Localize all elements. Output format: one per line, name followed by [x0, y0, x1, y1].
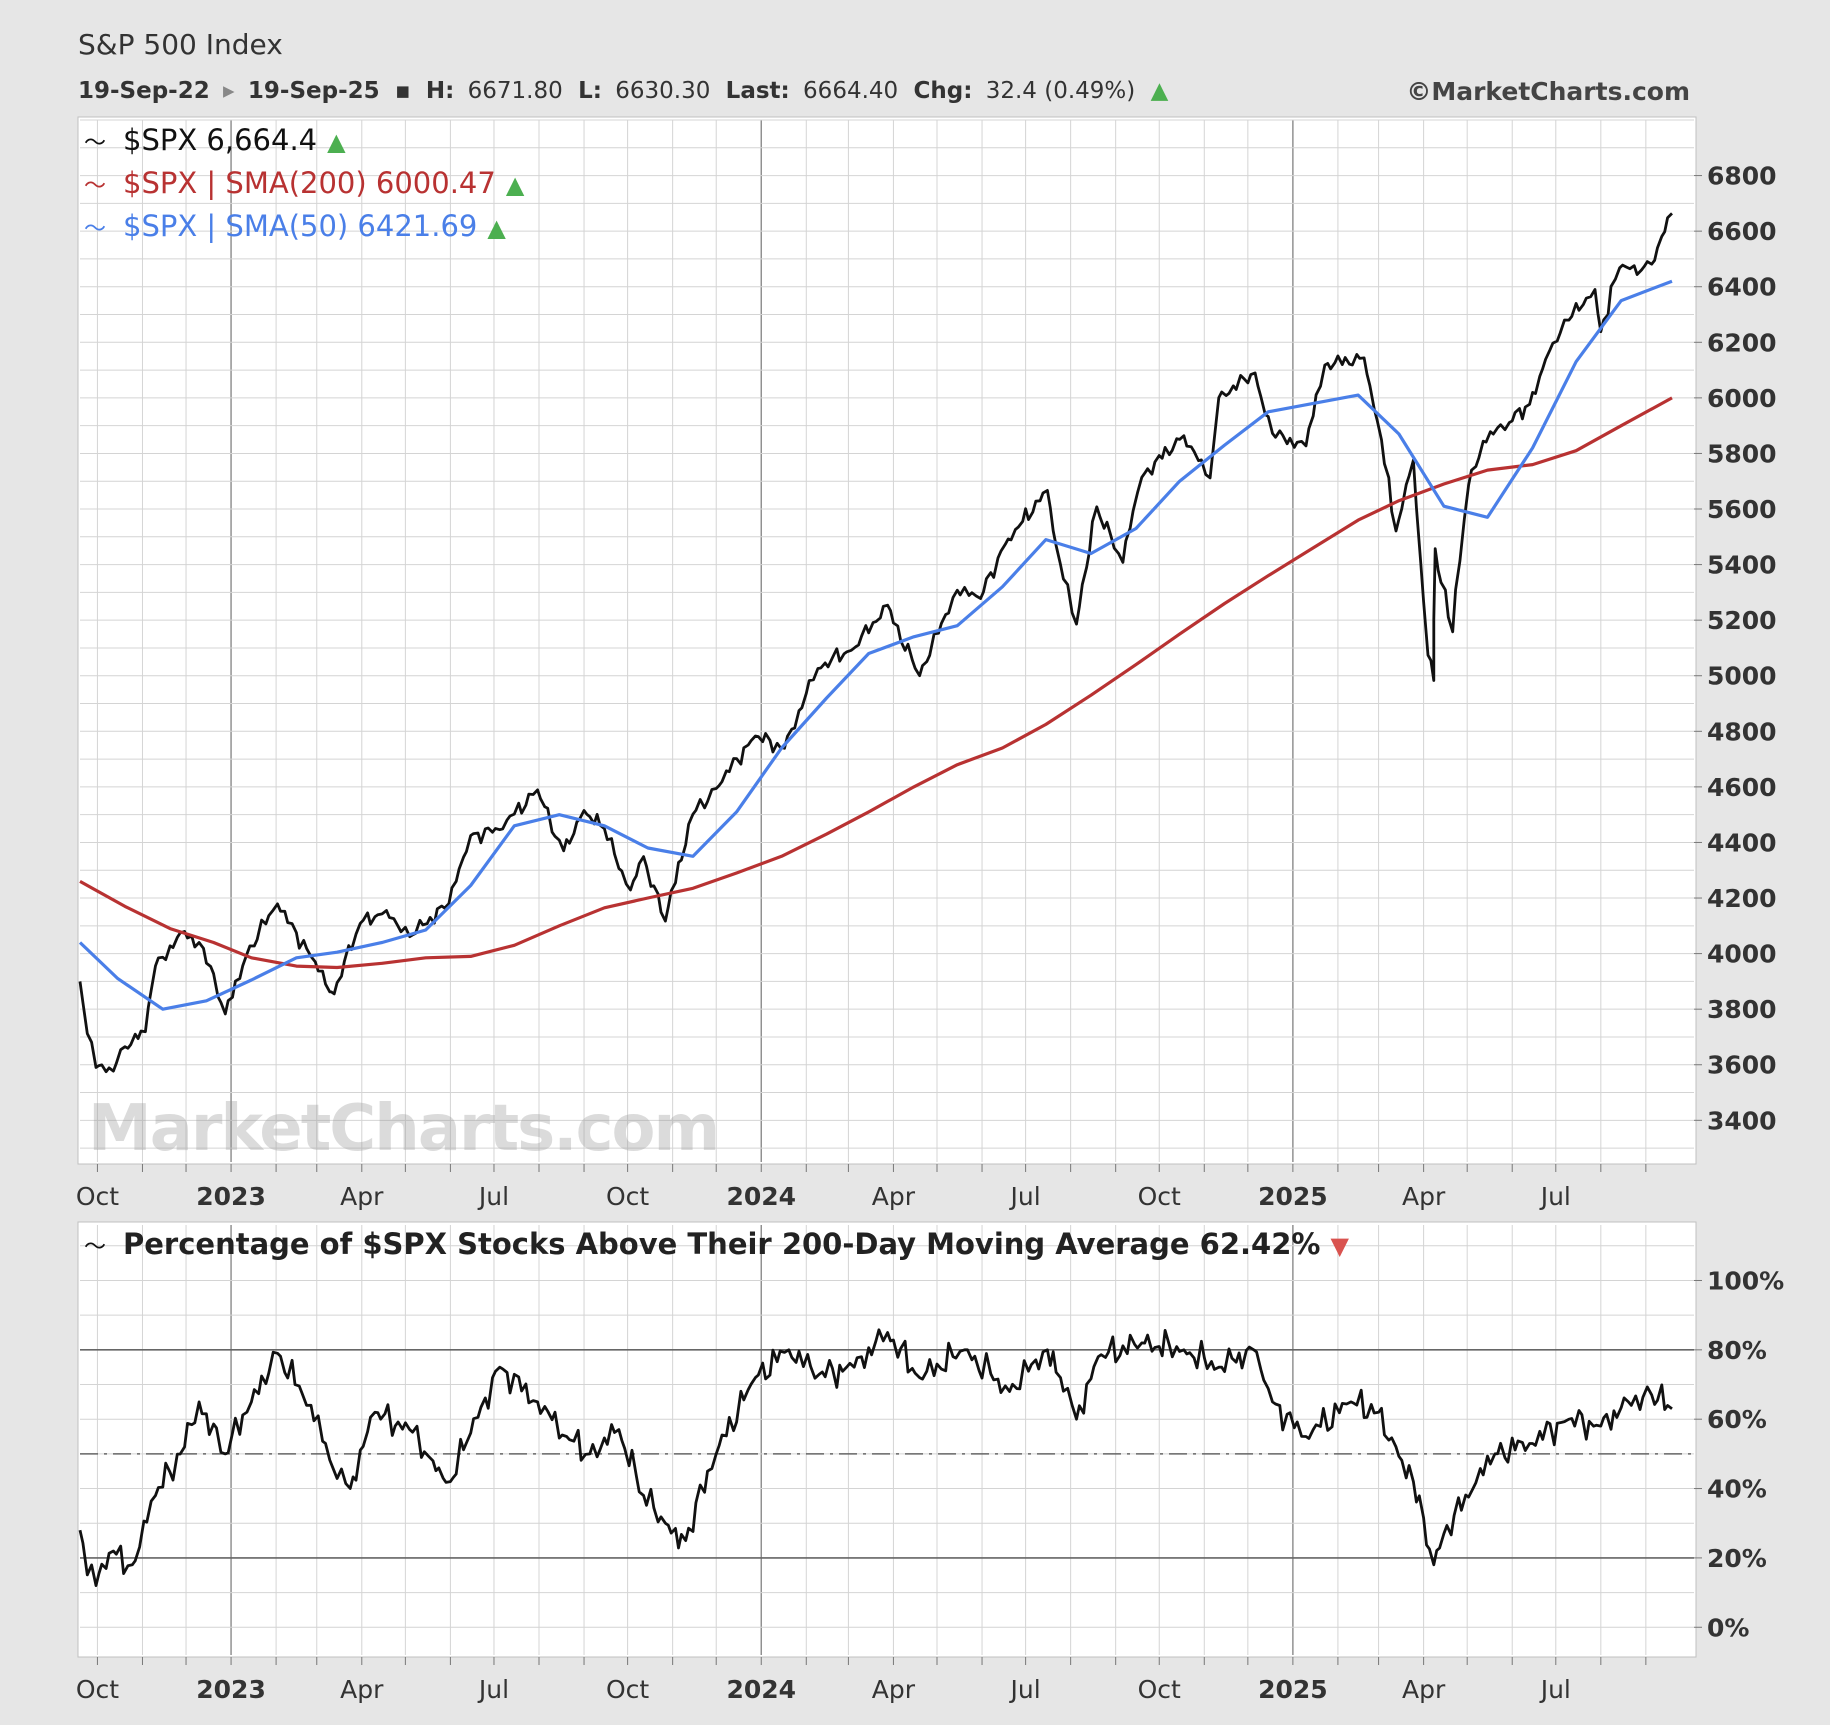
y-tick-label: 4400: [1707, 828, 1777, 857]
y-tick-label: 100%: [1707, 1266, 1784, 1295]
last-label: Last:: [726, 78, 790, 104]
x-tick-label: Oct: [1138, 1675, 1181, 1704]
y-tick-label: 5200: [1707, 606, 1777, 635]
x-tick-label: 2024: [726, 1675, 796, 1704]
y-tick-label: 4200: [1707, 884, 1777, 913]
legend-item-spx: 〜 $SPX 6,664.4 ▲: [84, 123, 346, 157]
x-tick-label: Apr: [340, 1182, 384, 1211]
y-tick-label: 4800: [1707, 717, 1777, 746]
y-tick-label: 5400: [1707, 551, 1777, 580]
y-tick-label: 20%: [1707, 1544, 1767, 1573]
main-series-group: [78, 212, 1673, 1074]
copyright-text: ©MarketCharts.com: [1406, 77, 1690, 106]
x-tick-label: Jul: [477, 1675, 509, 1704]
chg-up-arrow-icon: ▲: [1151, 78, 1169, 104]
low-label: L:: [578, 78, 602, 104]
range-square-icon: ▪: [395, 78, 411, 104]
x-tick-label: 2025: [1258, 1675, 1328, 1704]
line-series-icon: 〜: [84, 174, 106, 199]
y-tick-label: 5800: [1707, 439, 1777, 468]
series-line-sma200: [79, 396, 1673, 970]
x-tick-label: Apr: [872, 1182, 916, 1211]
x-tick-label: Oct: [606, 1182, 649, 1211]
range-arrow-icon: ▸: [223, 78, 235, 104]
x-tick-label: 2023: [196, 1182, 266, 1211]
y-tick-label: 0%: [1707, 1613, 1749, 1642]
watermark-logo: MarketCharts.com: [88, 1092, 718, 1166]
legend-sma50-text: $SPX | SMA(50) 6421.69: [123, 209, 477, 243]
y-tick-label: 6000: [1707, 384, 1777, 413]
main-y-axis: 3400 3600 3800 4000 4200 4400 4600 4800 5000 5200…: [1694, 162, 1777, 1135]
legend-breadth-text: Percentage of $SPX Stocks Above Their 20…: [123, 1227, 1320, 1261]
line-series-icon: 〜: [84, 217, 106, 242]
y-tick-label: 5000: [1707, 662, 1777, 691]
x-tick-label: Apr: [1402, 1182, 1446, 1211]
x-tick-label: 2025: [1258, 1182, 1328, 1211]
y-tick-label: 80%: [1707, 1336, 1767, 1365]
y-tick-label: 6400: [1707, 273, 1777, 302]
x-tick-label: Apr: [340, 1675, 384, 1704]
series-line-breadth: [78, 1328, 1673, 1587]
y-tick-label: 3800: [1707, 995, 1777, 1024]
series-line-spx: [78, 212, 1673, 1074]
breadth-series-group: [78, 1328, 1673, 1587]
breadth-grid: [80, 1225, 1694, 1655]
chg-label: Chg:: [913, 78, 972, 104]
x-tick-label: Oct: [76, 1182, 119, 1211]
chart-title: S&P 500 Index: [78, 28, 283, 61]
main-panel: [77, 116, 1697, 1165]
main-x-axis: Oct 2023 Apr Jul Oct 2024 Apr Jul Oct 2025 Apr Jul: [76, 1164, 1647, 1211]
trend-up-arrow-icon: ▲: [506, 171, 525, 199]
main-grid: [80, 119, 1694, 1162]
y-tick-label: 6200: [1707, 328, 1777, 357]
breadth-y-axis: 0% 20% 40% 60% 80% 100%: [1694, 1266, 1784, 1642]
trend-down-arrow-icon: ▼: [1330, 1232, 1349, 1260]
range-end: 19-Sep-25: [248, 78, 380, 104]
trend-up-arrow-icon: ▲: [327, 128, 346, 156]
x-tick-label: 2024: [726, 1182, 796, 1211]
y-tick-label: 6600: [1707, 217, 1777, 246]
x-tick-label: Oct: [76, 1675, 119, 1704]
x-tick-label: Apr: [872, 1675, 916, 1704]
x-tick-label: Jul: [477, 1182, 509, 1211]
x-tick-label: Jul: [1539, 1675, 1571, 1704]
x-tick-label: Jul: [1009, 1675, 1041, 1704]
y-tick-label: 3400: [1707, 1106, 1777, 1135]
breadth-panel: [77, 1221, 1697, 1658]
range-start: 19-Sep-22: [78, 78, 210, 104]
y-tick-label: 6800: [1707, 162, 1777, 191]
x-tick-label: Oct: [606, 1675, 649, 1704]
legend-spx-text: $SPX 6,664.4: [123, 123, 317, 157]
main-legend: 〜 $SPX 6,664.4 ▲ 〜 $SPX | SMA(200) 6000.…: [84, 123, 525, 243]
x-tick-label: Oct: [1138, 1182, 1181, 1211]
line-series-icon: 〜: [84, 131, 106, 156]
x-tick-label: Apr: [1402, 1675, 1446, 1704]
legend-item-sma50: 〜 $SPX | SMA(50) 6421.69 ▲: [84, 209, 506, 243]
trend-up-arrow-icon: ▲: [487, 214, 506, 242]
legend-item-sma200: 〜 $SPX | SMA(200) 6000.47 ▲: [84, 166, 525, 200]
x-tick-label: Jul: [1539, 1182, 1571, 1211]
chg-value: 32.4 (0.49%): [986, 78, 1136, 104]
line-series-icon: 〜: [84, 1235, 106, 1260]
y-tick-label: 40%: [1707, 1475, 1767, 1504]
y-tick-label: 60%: [1707, 1405, 1767, 1434]
legend-sma200-text: $SPX | SMA(200) 6000.47: [123, 166, 496, 200]
series-line-sma50: [78, 279, 1673, 1011]
low-value: 6630.30: [615, 78, 710, 104]
y-tick-label: 5600: [1707, 495, 1777, 524]
x-tick-label: 2023: [196, 1675, 266, 1704]
y-tick-label: 3600: [1707, 1051, 1777, 1080]
header-info-line: 19-Sep-22 ▸ 19-Sep-25 ▪ H: 6671.80 L: 66…: [78, 78, 1169, 104]
y-tick-label: 4600: [1707, 773, 1777, 802]
high-label: H:: [426, 78, 454, 104]
x-tick-label: Jul: [1009, 1182, 1041, 1211]
y-tick-label: 4000: [1707, 940, 1777, 969]
high-value: 6671.80: [468, 78, 563, 104]
last-value: 6664.40: [803, 78, 898, 104]
breadth-x-axis: Oct 2023 Apr Jul Oct 2024 Apr Jul Oct 2025 Apr Jul: [76, 1657, 1647, 1704]
breadth-legend: 〜 Percentage of $SPX Stocks Above Their …: [84, 1227, 1349, 1261]
